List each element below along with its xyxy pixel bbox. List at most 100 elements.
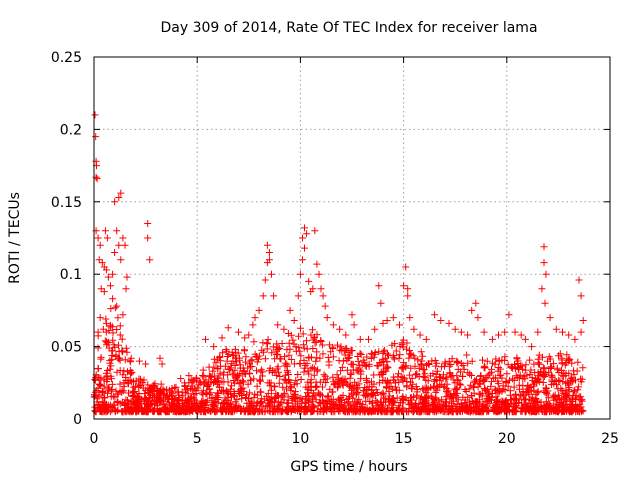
data-point — [502, 397, 510, 405]
data-point — [209, 401, 217, 409]
data-point — [196, 378, 204, 386]
data-point — [213, 407, 221, 415]
data-point — [546, 314, 554, 322]
data-point — [289, 402, 297, 410]
data-point — [312, 382, 320, 390]
data-point — [196, 408, 204, 416]
data-point — [205, 372, 213, 380]
y-tick-label: 0 — [73, 412, 82, 428]
data-point — [371, 349, 379, 356]
data-point — [510, 376, 518, 384]
data-point — [336, 346, 344, 354]
data-point — [142, 394, 149, 402]
data-point — [432, 394, 440, 402]
data-point — [111, 407, 119, 415]
data-point — [410, 325, 418, 333]
data-point — [396, 351, 404, 359]
data-point — [447, 361, 455, 368]
data-point — [270, 407, 278, 415]
data-point — [160, 387, 168, 395]
data-point — [144, 402, 152, 410]
data-point — [192, 390, 200, 397]
data-point — [209, 367, 217, 375]
data-point — [251, 314, 259, 322]
data-point — [99, 387, 107, 395]
data-point — [104, 384, 112, 392]
data-point — [351, 398, 359, 406]
data-point — [453, 384, 461, 392]
data-point — [488, 393, 496, 401]
data-point — [515, 374, 523, 382]
data-point — [303, 230, 311, 238]
data-point — [117, 256, 125, 264]
data-point — [495, 331, 502, 339]
data-point — [297, 376, 305, 383]
data-point — [551, 406, 559, 414]
data-point — [278, 340, 286, 347]
data-point — [275, 402, 283, 410]
data-point — [125, 380, 132, 388]
data-point — [210, 379, 217, 387]
data-point — [452, 386, 460, 394]
data-point — [109, 336, 117, 344]
data-point — [264, 340, 271, 348]
data-point — [182, 397, 190, 405]
data-point — [361, 361, 369, 369]
data-point — [210, 355, 218, 363]
data-point — [212, 359, 220, 367]
data-point — [122, 344, 130, 352]
data-point — [550, 396, 558, 404]
data-point — [477, 372, 484, 380]
data-point — [108, 386, 116, 393]
data-point — [362, 376, 370, 384]
data-point — [566, 403, 573, 411]
data-point — [347, 369, 355, 377]
data-point — [479, 356, 486, 364]
data-point — [235, 380, 243, 388]
data-point — [370, 353, 378, 361]
data-point — [165, 395, 172, 403]
data-point — [483, 357, 491, 365]
data-point — [282, 371, 290, 379]
data-point — [253, 382, 261, 390]
data-point — [270, 382, 278, 390]
data-point — [146, 256, 154, 264]
data-point — [246, 376, 254, 384]
data-point — [273, 351, 280, 359]
data-point — [468, 306, 476, 314]
data-point — [488, 335, 496, 343]
data-point — [210, 363, 218, 371]
data-point — [396, 321, 403, 329]
data-point — [94, 328, 102, 336]
data-point — [323, 407, 331, 415]
data-point — [291, 393, 299, 401]
data-point — [499, 398, 507, 406]
data-point — [408, 385, 416, 393]
data-point — [317, 338, 325, 345]
data-point — [500, 407, 508, 415]
data-point — [99, 408, 107, 416]
data-point — [415, 373, 423, 381]
data-point — [199, 372, 207, 379]
data-point — [342, 331, 350, 339]
data-point — [561, 361, 569, 369]
data-point — [442, 393, 450, 401]
data-point — [556, 394, 564, 402]
data-point — [349, 361, 357, 369]
data-point — [390, 355, 398, 363]
data-point — [459, 372, 467, 380]
data-point — [256, 376, 264, 384]
data-point — [268, 398, 276, 406]
data-point — [439, 375, 447, 382]
data-point — [402, 263, 410, 271]
data-point — [464, 331, 472, 339]
data-point — [99, 325, 107, 333]
data-point — [454, 376, 462, 384]
data-point — [131, 388, 139, 395]
data-point — [105, 344, 113, 352]
data-point — [484, 390, 492, 398]
data-point — [295, 347, 303, 355]
data-point — [338, 396, 346, 404]
data-point — [125, 389, 132, 397]
data-point — [538, 285, 546, 293]
